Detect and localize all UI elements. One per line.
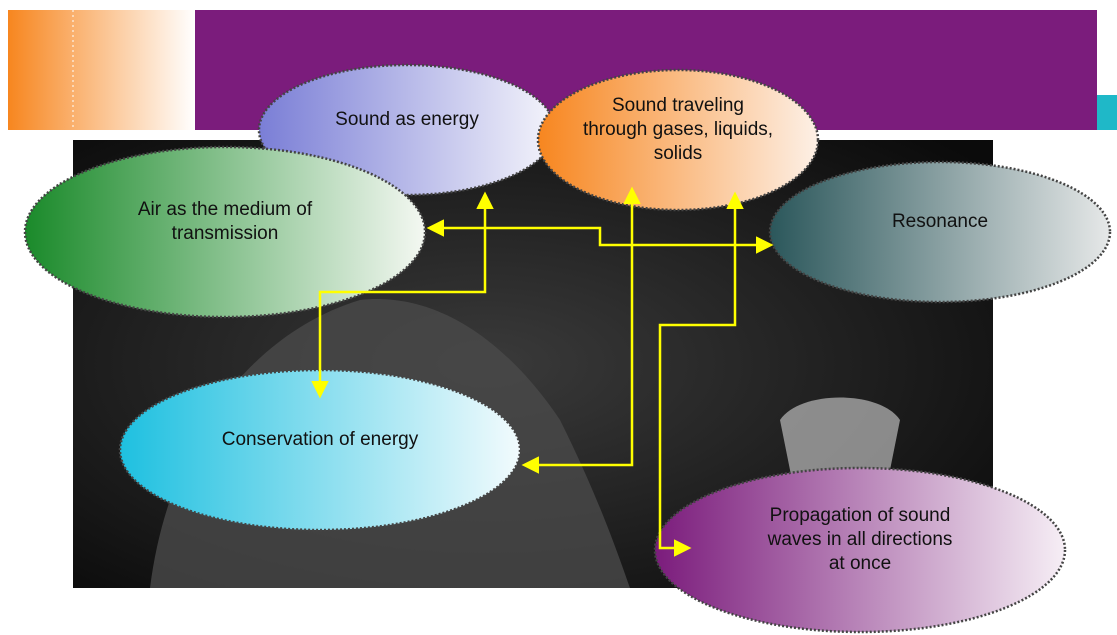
node-label: Sound traveling	[612, 95, 744, 116]
node-label: Air as the medium of	[138, 199, 313, 220]
slide: Sound as energy Sound traveling through ga…	[0, 0, 1117, 635]
node-label: waves in all directions	[767, 529, 953, 550]
node-label: through gases, liquids,	[583, 119, 773, 140]
node-label: transmission	[172, 223, 279, 244]
node-label: Resonance	[892, 211, 988, 232]
node-label: Conservation of energy	[222, 429, 419, 450]
header-strip	[1097, 95, 1117, 130]
node-label: solids	[654, 143, 703, 164]
node-label: Propagation of sound	[770, 505, 951, 526]
header-accent	[8, 10, 195, 130]
node-label: at once	[829, 553, 891, 574]
node-label: Sound as energy	[335, 109, 479, 130]
